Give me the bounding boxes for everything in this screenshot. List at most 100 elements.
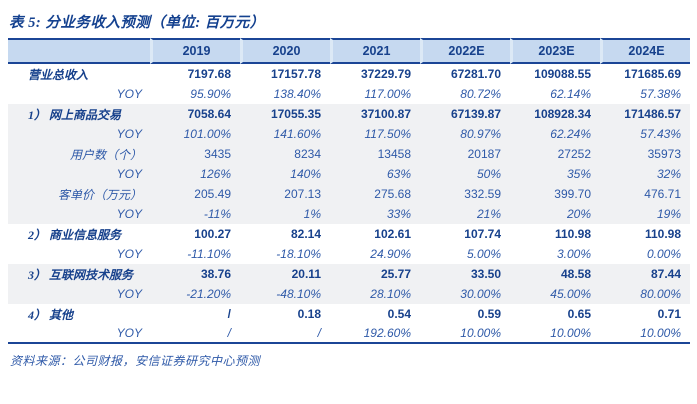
value-cell: 7197.68 — [187, 67, 231, 81]
value-cell: 17055.35 — [240, 104, 330, 124]
row-label: YOY — [8, 324, 150, 344]
value-cell: 17157.78 — [270, 67, 321, 81]
value-cell: 10.00% — [420, 324, 510, 344]
value-cell: / — [227, 307, 231, 321]
row-label: YOY — [8, 204, 150, 224]
column-header: 2024E — [600, 38, 690, 64]
value-cell: 30.00% — [420, 284, 510, 304]
column-header: 2020 — [240, 38, 330, 64]
value-cell: 207.13 — [240, 184, 330, 204]
value-cell: 32% — [600, 164, 690, 184]
header-row: 2019 2020 2021 2022E 2023E 2024E — [8, 38, 690, 64]
value-cell: -11% — [150, 204, 240, 224]
value-cell: 35% — [510, 164, 600, 184]
value-cell: 48.58 — [510, 264, 600, 284]
value-cell: 0.71 — [657, 307, 681, 321]
table-row: YOY 126% 140% 63% 50% 35% 32% — [8, 164, 690, 184]
row-label: 4） 其他 — [28, 307, 74, 322]
value-cell: 13458 — [330, 144, 420, 164]
value-cell: 126% — [150, 164, 240, 184]
row-label: 营业总收入 — [28, 67, 89, 82]
value-cell: 141.60% — [240, 124, 330, 144]
table-row: YOY -11.10% -18.10% 24.90% 5.00% 3.00% 0.00% — [8, 244, 690, 264]
table-row: 用户数（个） 3435 8234 13458 20187 27252 35973 — [8, 144, 690, 164]
value-cell: 102.61 — [374, 227, 411, 241]
value-cell: 192.60% — [330, 324, 420, 344]
column-header: 2019 — [150, 38, 240, 64]
row-label: 用户数（个） — [8, 144, 150, 164]
value-cell: 57.38% — [640, 87, 681, 101]
value-cell: 21% — [420, 204, 510, 224]
value-cell: 0.59 — [477, 307, 501, 321]
value-cell: 82.14 — [290, 227, 321, 241]
value-cell: 28.10% — [330, 284, 420, 304]
value-cell: 0.54 — [387, 307, 411, 321]
value-cell: 275.68 — [330, 184, 420, 204]
value-cell: 25.77 — [330, 264, 420, 284]
value-cell: 80.97% — [420, 124, 510, 144]
row-label: 3） 互联网技术服务 — [8, 264, 150, 284]
value-cell: 20187 — [420, 144, 510, 164]
forecast-table: 2019 2020 2021 2022E 2023E 2024E 营业总收入 7197.68… — [8, 38, 690, 344]
value-cell: 20% — [510, 204, 600, 224]
value-cell: 0.65 — [567, 307, 591, 321]
table-row: YOY 101.00% 141.60% 117.50% 80.97% 62.24% 57.4… — [8, 124, 690, 144]
value-cell: / — [150, 324, 240, 344]
row-label: YOY — [116, 247, 142, 261]
value-cell: 0.18 — [297, 307, 321, 321]
value-cell: 62.14% — [550, 87, 591, 101]
column-header-empty — [8, 38, 150, 64]
value-cell: 107.74 — [464, 227, 501, 241]
value-cell: 27252 — [510, 144, 600, 164]
table-row: YOY -21.20% -48.10% 28.10% 30.00% 45.00% 80.00… — [8, 284, 690, 304]
value-cell: 33% — [330, 204, 420, 224]
value-cell: 10.00% — [600, 324, 690, 344]
value-cell: 80.00% — [600, 284, 690, 304]
value-cell: 20.11 — [240, 264, 330, 284]
value-cell: / — [240, 324, 330, 344]
table-row: YOY //192.60% 10.00% 10.00% 10.00% — [8, 324, 690, 344]
value-cell: 399.70 — [510, 184, 600, 204]
row-label: YOY — [8, 124, 150, 144]
value-cell: 38.76 — [150, 264, 240, 284]
value-cell: 19% — [600, 204, 690, 224]
row-label: 2） 商业信息服务 — [28, 227, 122, 242]
value-cell: 50% — [420, 164, 510, 184]
value-cell: 171486.57 — [600, 104, 690, 124]
value-cell: 1% — [240, 204, 330, 224]
row-label: YOY — [116, 87, 142, 101]
value-cell: 8234 — [240, 144, 330, 164]
column-header: 2022E — [420, 38, 510, 64]
value-cell: 80.72% — [460, 87, 501, 101]
value-cell: 67281.70 — [450, 67, 501, 81]
value-cell: 100.27 — [194, 227, 231, 241]
value-cell: 108928.34 — [510, 104, 600, 124]
value-cell: 62.24% — [510, 124, 600, 144]
value-cell: 45.00% — [510, 284, 600, 304]
value-cell: 87.44 — [600, 264, 690, 284]
row-label: YOY — [8, 284, 150, 304]
table-row: 2） 商业信息服务 100.27 82.14 102.61 107.74 110.98 11… — [8, 224, 690, 244]
value-cell: 101.00% — [150, 124, 240, 144]
value-cell: 138.40% — [273, 87, 321, 101]
value-cell: 205.49 — [150, 184, 240, 204]
column-header: 2021 — [330, 38, 420, 64]
value-cell: 33.50 — [420, 264, 510, 284]
row-label: 客单价（万元） — [8, 184, 150, 204]
value-cell: -21.20% — [150, 284, 240, 304]
value-cell: 117.00% — [364, 87, 411, 101]
value-cell: 37100.87 — [330, 104, 420, 124]
value-cell: 7058.64 — [150, 104, 240, 124]
value-cell: 110.98 — [554, 227, 591, 241]
column-header: 2023E — [510, 38, 600, 64]
value-cell: 95.90% — [190, 87, 231, 101]
table-row: 1） 网上商品交易 7058.64 17055.35 37100.87 67139.87… — [8, 104, 690, 124]
value-cell: 67139.87 — [420, 104, 510, 124]
value-cell: 109088.55 — [534, 67, 591, 81]
table-row: YOY 95.90% 138.40% 117.00% 80.72% 62.14% 57.38… — [8, 84, 690, 104]
value-cell: 5.00% — [466, 247, 501, 261]
value-cell: 140% — [240, 164, 330, 184]
table-title: 表 5: 分业务收入预测（单位: 百万元） — [9, 15, 265, 31]
value-cell: 3.00% — [556, 247, 591, 261]
value-cell: 57.43% — [600, 124, 690, 144]
